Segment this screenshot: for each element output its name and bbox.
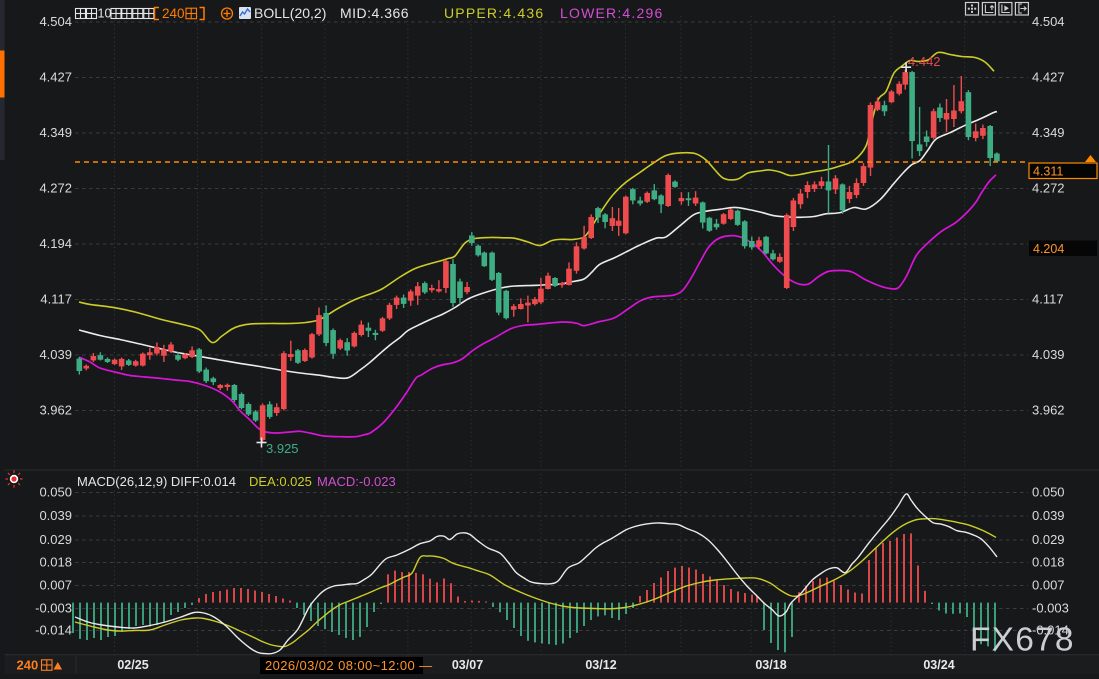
svg-text:03/24: 03/24 — [923, 658, 954, 672]
svg-text:LOWER:4.296: LOWER:4.296 — [560, 5, 663, 21]
svg-text:0.007: 0.007 — [39, 578, 72, 593]
svg-text:0.029: 0.029 — [1032, 532, 1065, 547]
svg-text:3.962: 3.962 — [1032, 403, 1065, 418]
svg-text:DEA:0.025: DEA:0.025 — [249, 474, 312, 489]
svg-text:-0.003: -0.003 — [35, 601, 72, 616]
svg-text:0.050: 0.050 — [1032, 485, 1065, 500]
svg-text:0.050: 0.050 — [39, 485, 72, 500]
svg-text:4.442: 4.442 — [908, 54, 941, 69]
svg-text:4.039: 4.039 — [1032, 347, 1065, 362]
svg-text:3.962: 3.962 — [39, 403, 72, 418]
svg-text:MID:4.366: MID:4.366 — [340, 5, 409, 21]
svg-text:-0.014: -0.014 — [35, 623, 72, 638]
svg-text:FX678: FX678 — [970, 622, 1075, 659]
svg-text:4.504: 4.504 — [39, 14, 72, 29]
svg-text:4.117: 4.117 — [40, 292, 72, 307]
svg-text:4.349: 4.349 — [1032, 125, 1065, 140]
svg-text:UPPER:4.436: UPPER:4.436 — [444, 5, 544, 21]
svg-text:0.039: 0.039 — [1032, 508, 1065, 523]
svg-text:4.204: 4.204 — [1033, 242, 1064, 256]
svg-text:03/18: 03/18 — [755, 658, 786, 672]
svg-text:0.029: 0.029 — [39, 532, 72, 547]
svg-text:4.272: 4.272 — [39, 181, 72, 196]
svg-text:02/25: 02/25 — [117, 658, 148, 672]
svg-text:4.272: 4.272 — [1032, 181, 1065, 196]
svg-text:-0.003: -0.003 — [1032, 601, 1069, 616]
svg-text:03/07: 03/07 — [452, 658, 483, 672]
svg-text:4.311: 4.311 — [1033, 165, 1063, 179]
svg-text:MACD(26,12,9) DIFF:0.014: MACD(26,12,9) DIFF:0.014 — [77, 474, 236, 489]
svg-text:0.018: 0.018 — [1032, 555, 1065, 570]
svg-text:10: 10 — [98, 7, 112, 21]
svg-text:4.504: 4.504 — [1032, 14, 1065, 29]
svg-text:240: 240 — [17, 658, 39, 673]
svg-text:4.117: 4.117 — [1032, 292, 1064, 307]
svg-text:BOLL(20,2): BOLL(20,2) — [254, 5, 326, 21]
svg-text:0.039: 0.039 — [39, 508, 72, 523]
svg-text:MACD:-0.023: MACD:-0.023 — [317, 474, 396, 489]
svg-text:0.018: 0.018 — [39, 555, 72, 570]
svg-text:240: 240 — [162, 6, 185, 21]
svg-text:4.039: 4.039 — [39, 347, 72, 362]
svg-text:2026/03/02 08:00~12:00 —: 2026/03/02 08:00~12:00 — — [265, 658, 433, 673]
svg-text:4.194: 4.194 — [39, 236, 72, 251]
svg-text:4.427: 4.427 — [1032, 70, 1065, 85]
svg-text:03/12: 03/12 — [585, 658, 616, 672]
svg-text:0.007: 0.007 — [1032, 578, 1065, 593]
svg-text:4.427: 4.427 — [39, 70, 72, 85]
svg-text:3.925: 3.925 — [266, 441, 299, 456]
svg-text:4.349: 4.349 — [39, 125, 72, 140]
